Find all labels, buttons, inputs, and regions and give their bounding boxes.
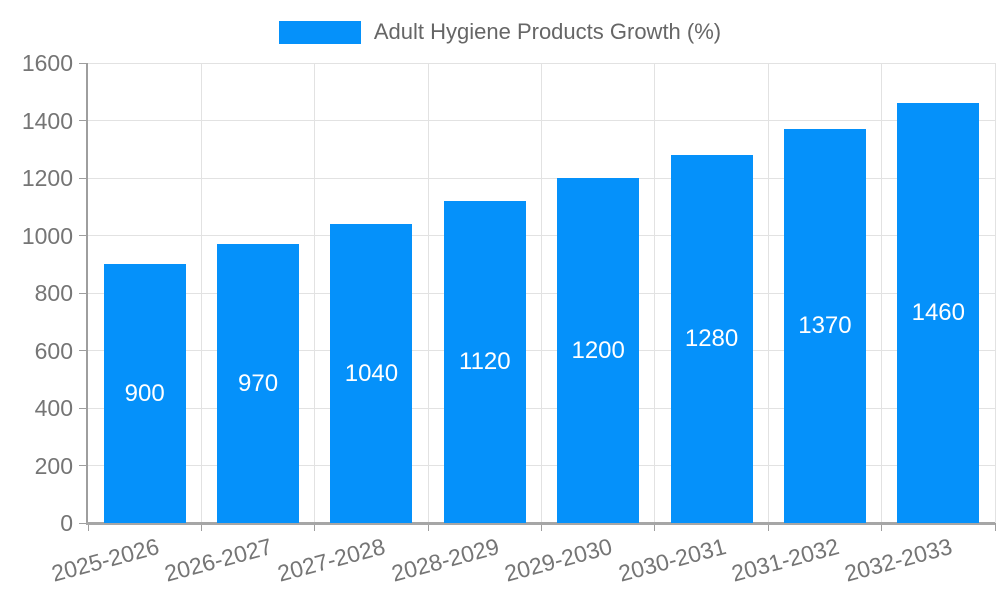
y-axis-tick-label: 1600 — [21, 50, 73, 76]
bar[interactable] — [443, 201, 526, 523]
legend-label: Adult Hygiene Products Growth (%) — [373, 19, 722, 44]
bar-value-label: 1040 — [344, 359, 399, 387]
gridline-vertical — [541, 63, 542, 523]
gridline-vertical — [767, 63, 769, 523]
y-axis-tick — [79, 465, 87, 466]
y-axis-tick-label: 0 — [60, 510, 73, 536]
y-axis-tick-label: 600 — [34, 337, 73, 364]
y-axis-tick — [79, 522, 87, 524]
gridline-vertical — [881, 63, 883, 523]
x-axis-tick-label: 2028-2029 — [388, 533, 502, 587]
x-axis-tick — [654, 523, 656, 531]
x-axis-tick — [314, 523, 316, 531]
x-axis-tick-label: 2026-2027 — [161, 533, 275, 587]
y-axis-tick — [79, 235, 87, 236]
x-axis-tick-label: 2031-2032 — [728, 533, 842, 587]
x-axis-line — [86, 522, 995, 525]
y-axis-tick-label: 1200 — [21, 165, 73, 191]
gridline-vertical — [427, 63, 429, 523]
gridline-vertical — [994, 63, 996, 523]
x-axis-tick-label: 2032-2033 — [842, 533, 956, 587]
bar-value-label: 1120 — [459, 348, 511, 375]
x-axis-tick-label: 2029-2030 — [501, 533, 615, 587]
bar[interactable] — [783, 129, 866, 523]
x-axis-tick — [994, 523, 996, 531]
bar[interactable] — [557, 178, 640, 523]
y-axis-tick-label: 1000 — [21, 222, 73, 249]
y-axis-tick-label: 200 — [34, 452, 73, 479]
x-axis-tick — [541, 523, 542, 531]
y-axis-tick — [79, 350, 87, 351]
gridline-vertical — [654, 63, 656, 523]
y-axis-tick-label: 400 — [34, 395, 73, 421]
x-axis-tick — [87, 523, 89, 531]
y-axis-tick — [79, 120, 87, 121]
bar-value-label: 900 — [124, 379, 165, 407]
x-axis-tick-label: 2025-2026 — [48, 533, 162, 587]
bar[interactable] — [897, 103, 980, 523]
y-axis-tick — [79, 407, 87, 409]
y-axis-tick — [79, 292, 87, 294]
bar[interactable] — [670, 155, 753, 523]
bar-value-label: 1460 — [911, 299, 965, 327]
bar[interactable] — [330, 224, 413, 523]
y-axis-tick — [79, 177, 87, 179]
y-axis-tick — [79, 62, 87, 64]
x-axis-tick — [881, 523, 883, 531]
x-axis-tick-label: 2030-2031 — [615, 533, 729, 587]
x-axis-tick — [427, 523, 429, 531]
x-axis-tick-label: 2027-2028 — [275, 533, 389, 587]
bar[interactable] — [103, 264, 186, 523]
bar-value-label: 1200 — [571, 336, 625, 364]
y-axis-line — [86, 63, 88, 523]
bar-value-label: 1370 — [798, 312, 852, 340]
gridline-vertical — [314, 63, 316, 523]
legend-swatch-icon[interactable] — [278, 20, 361, 44]
bar-value-label: 1280 — [684, 325, 739, 352]
x-axis-tick — [200, 523, 202, 531]
x-axis-tick — [767, 523, 769, 531]
gridline-vertical — [200, 63, 202, 523]
legend[interactable]: Adult Hygiene Products Growth (%) — [0, 14, 1000, 50]
y-axis-tick-label: 1400 — [21, 107, 73, 134]
y-axis-tick-label: 800 — [34, 280, 73, 306]
bar[interactable] — [217, 244, 300, 523]
bar-value-label: 970 — [238, 369, 279, 397]
